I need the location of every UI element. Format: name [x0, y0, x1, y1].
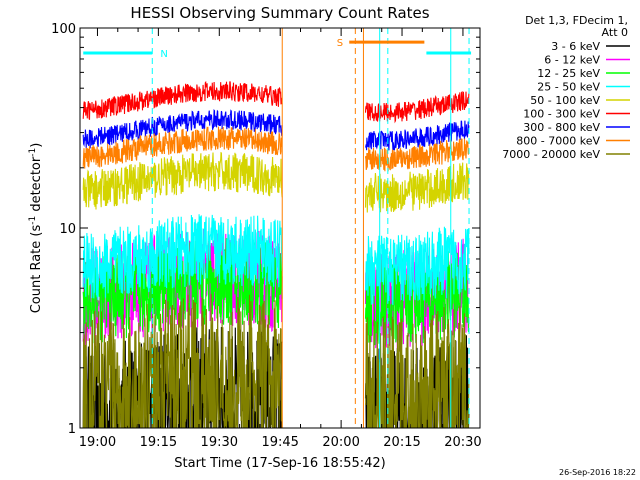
x-tick-label: 20:15 — [383, 435, 420, 450]
y-tick-label: 10 — [59, 222, 76, 237]
axis-ticks: 19:00 19:15 19:30 19:45 20:00 20:15 20:30 1 10 10… — [51, 22, 482, 450]
legend-label-3: 25 - 50 keV — [537, 81, 600, 94]
generation-timestamp: 26-Sep-2016 18:22 — [559, 468, 636, 477]
flag-label-S: S — [337, 38, 343, 49]
legend-label-0: 3 - 6 keV — [551, 40, 600, 53]
legend-label-2: 12 - 25 keV — [537, 67, 600, 80]
flag-label-N: N — [160, 49, 167, 60]
series-line-50-100keV — [82, 151, 470, 213]
y-axis-label-sup1: -1 — [28, 216, 38, 225]
legend-label-1: 6 - 12 keV — [544, 54, 600, 67]
legend-label-7: 800 - 7000 keV — [516, 135, 600, 148]
chart-title: HESSI Observing Summary Count Rates — [130, 4, 429, 22]
series-line-300-800keV — [82, 109, 470, 151]
series-line-800-7000keV — [82, 126, 470, 172]
series-line-7000-20000keV — [82, 293, 470, 428]
legend-label-8: 7000 - 20000 keV — [502, 148, 600, 161]
svg-text:Count Rate (s-1 detector-1): Count Rate (s-1 detector-1) — [28, 143, 44, 314]
x-tick-label: 19:30 — [201, 435, 238, 450]
legend-label-4: 50 - 100 keV — [530, 94, 600, 107]
x-tick-label: 19:00 — [79, 435, 116, 450]
x-tick-label: 20:00 — [322, 435, 359, 450]
y-axis-label-mid: detector — [29, 156, 44, 216]
legend-header-2: Att 0 — [602, 26, 628, 39]
x-tick-label: 19:15 — [140, 435, 177, 450]
y-axis-label: Count Rate (s-1 detector-1) — [28, 143, 44, 314]
legend-label-6: 300 - 800 keV — [523, 121, 600, 134]
y-tick-label: 1 — [68, 422, 76, 437]
legend-label-5: 100 - 300 keV — [523, 108, 600, 121]
y-tick-label: 100 — [51, 22, 76, 37]
y-axis-label-sup2: -1 — [28, 148, 38, 157]
series-line-100-300keV — [82, 80, 470, 124]
series-group — [82, 80, 470, 428]
x-tick-label: 20:30 — [444, 435, 481, 450]
y-axis-label-main: Count Rate (s — [29, 225, 44, 314]
plot-area: NS — [79, 28, 472, 428]
legend-header-1: Det 1,3, FDecim 1, — [525, 14, 628, 27]
x-tick-label: 19:45 — [261, 435, 298, 450]
y-axis-label-end: ) — [29, 143, 44, 148]
x-axis-label: Start Time (17-Sep-16 18:55:42) — [174, 456, 385, 471]
series-line-25-50keV — [82, 214, 470, 306]
